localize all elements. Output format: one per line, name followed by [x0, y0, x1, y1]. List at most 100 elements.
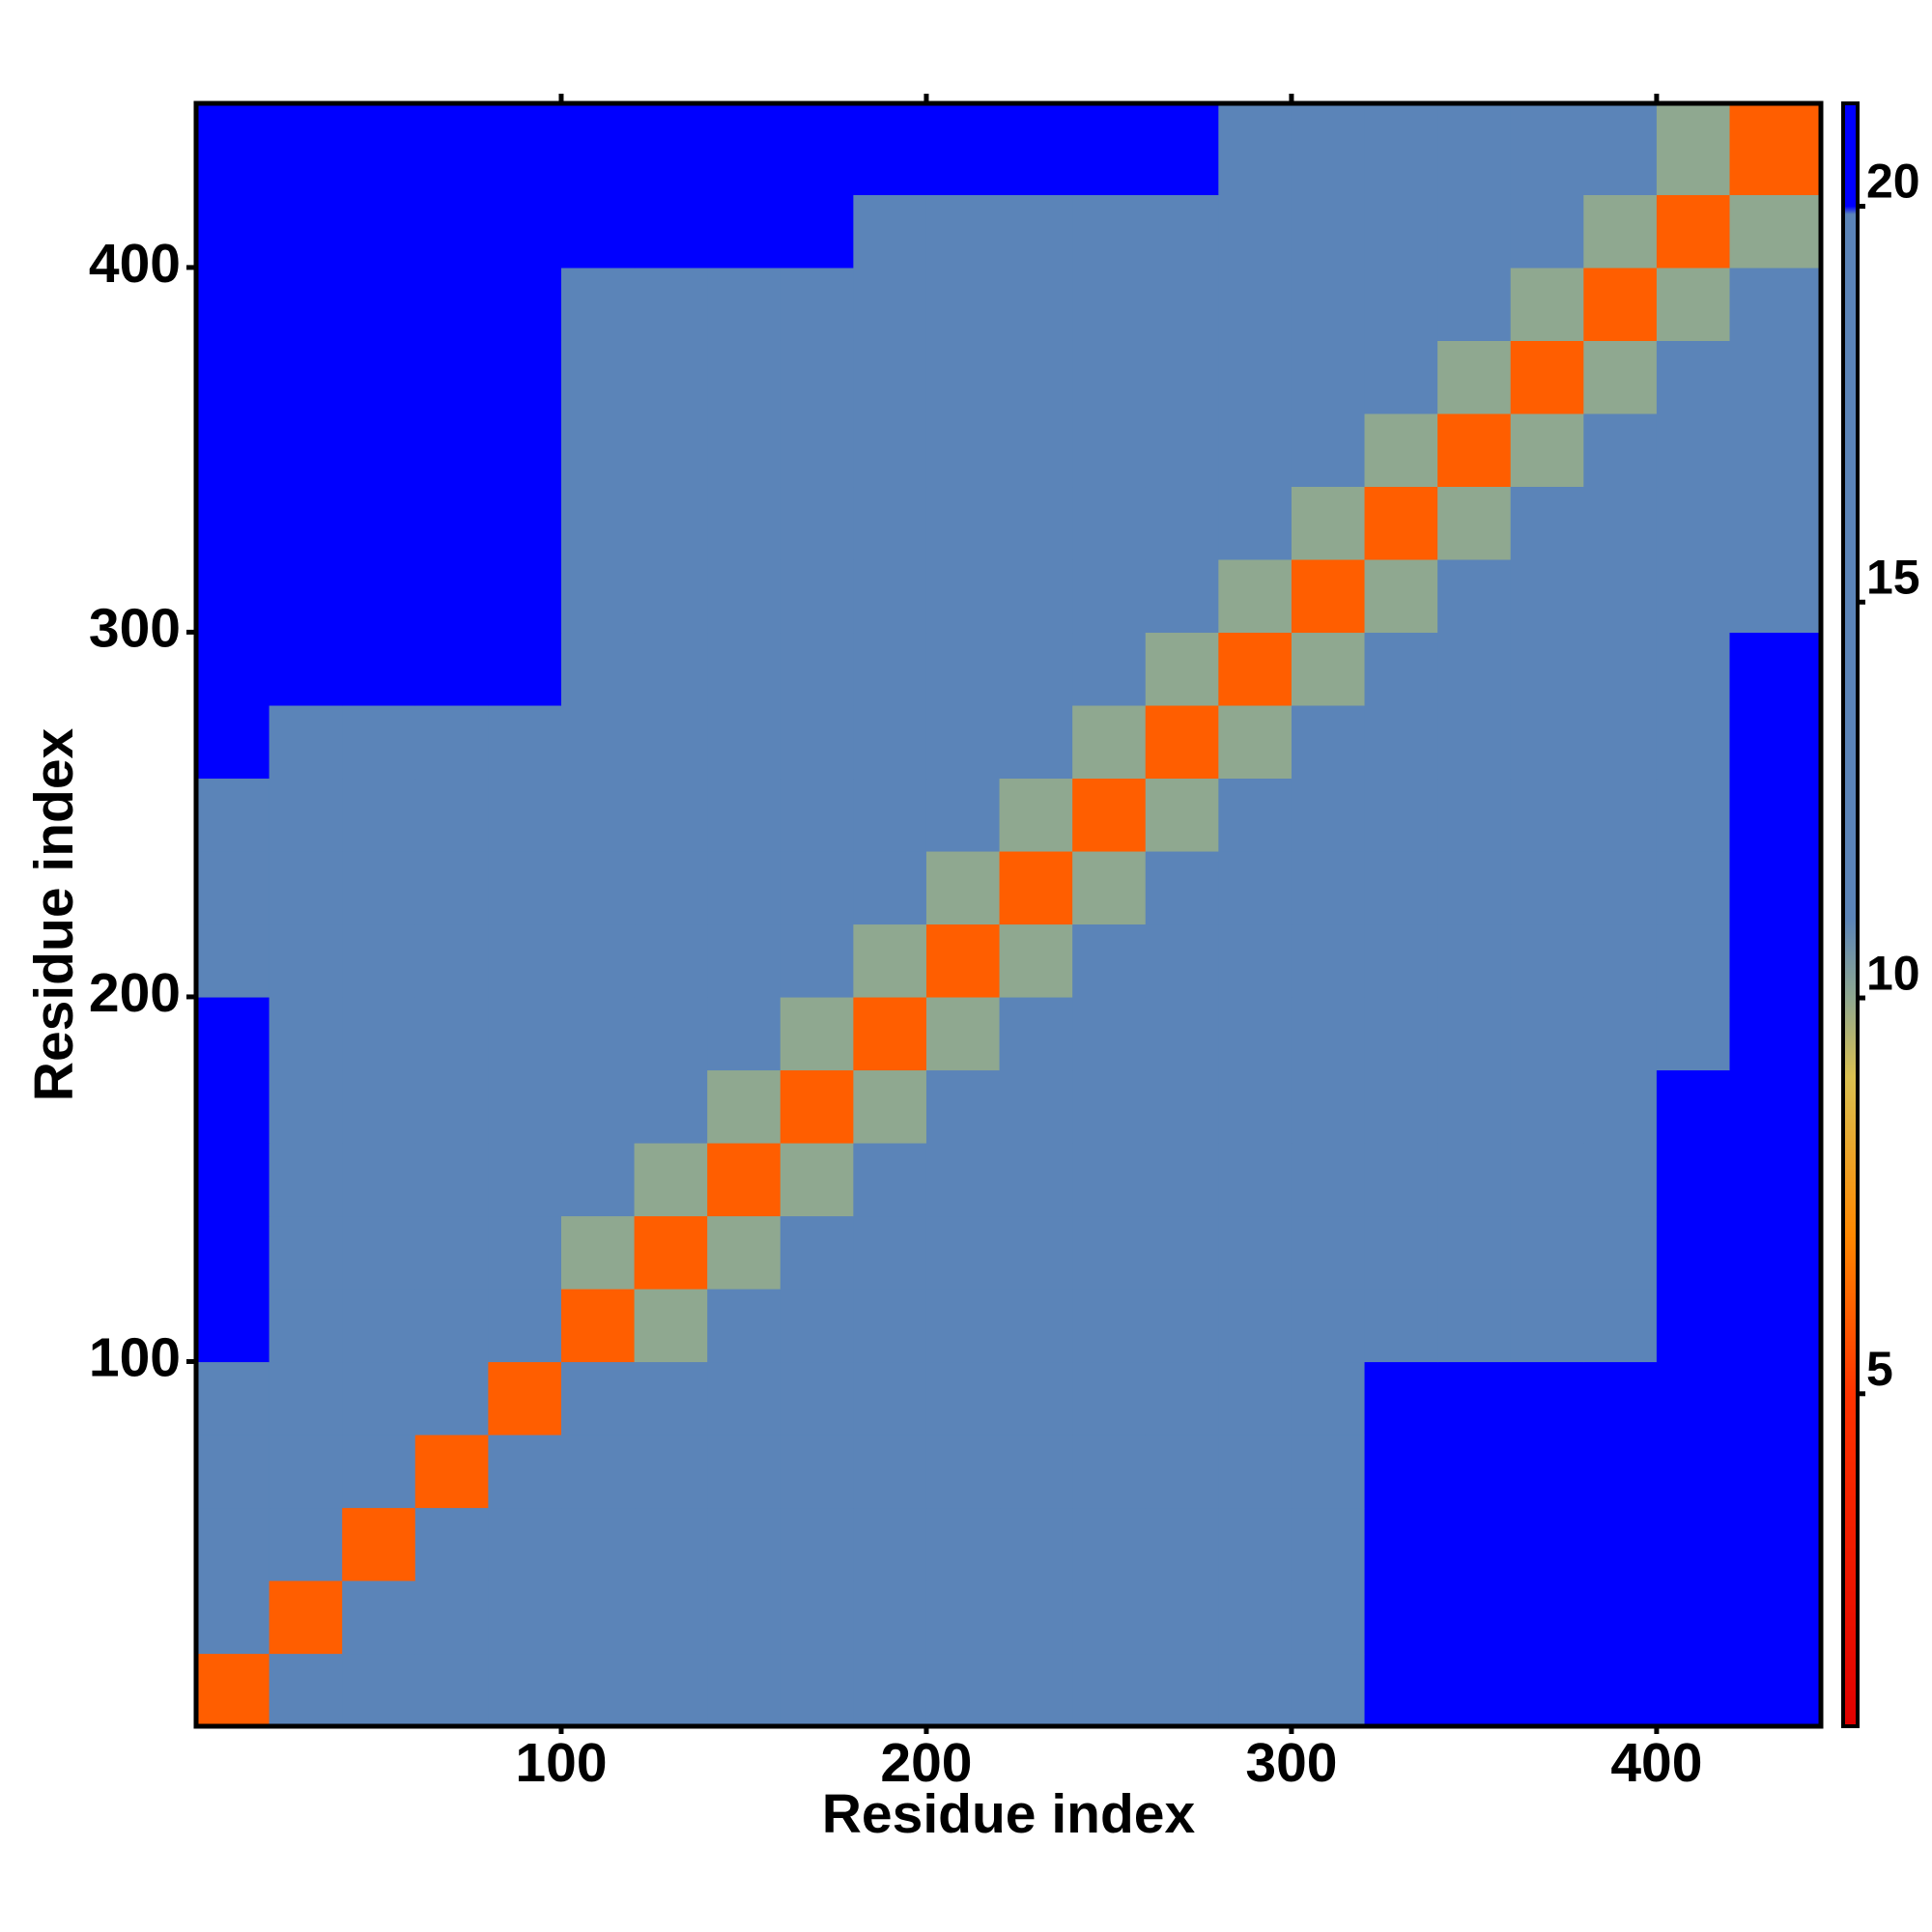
heatmap-cell	[560, 103, 636, 195]
heatmap-cell	[1583, 267, 1658, 341]
heatmap-cell	[999, 1215, 1073, 1290]
heatmap-cell	[1145, 1069, 1219, 1144]
heatmap-cell	[853, 1579, 927, 1655]
heatmap-cell	[1291, 267, 1366, 341]
heatmap-cell	[1437, 996, 1512, 1071]
heatmap-cell	[1729, 1069, 1822, 1144]
heatmap-cell	[1145, 1142, 1219, 1217]
heatmap-cell	[560, 632, 636, 706]
heatmap-cell	[1364, 1579, 1438, 1655]
heatmap-cell	[1364, 1653, 1438, 1727]
heatmap-cell	[925, 267, 1001, 341]
heatmap-cell	[1437, 267, 1512, 341]
heatmap-cell	[1656, 103, 1731, 195]
x-tick-label: 200	[880, 1732, 972, 1794]
heatmap-cell	[1437, 558, 1512, 634]
heatmap-cell	[634, 1579, 708, 1655]
heatmap-cell	[634, 923, 708, 998]
heatmap-cell	[1364, 1361, 1438, 1435]
heatmap-cell	[560, 194, 636, 269]
heatmap-cell	[707, 486, 781, 560]
heatmap-cell	[1218, 558, 1293, 634]
heatmap-cell	[634, 1507, 708, 1581]
heatmap-cell	[634, 778, 708, 852]
heatmap-cell	[560, 558, 636, 634]
heatmap-cell	[1364, 558, 1438, 634]
heatmap-cell	[925, 486, 1001, 560]
heatmap-cell	[1145, 996, 1219, 1071]
heatmap-cell	[999, 1142, 1073, 1217]
heatmap-cell	[196, 1434, 270, 1509]
heatmap-cell	[1291, 558, 1366, 634]
heatmap-cell	[196, 704, 270, 780]
heatmap-cell	[414, 1434, 489, 1509]
heatmap-cell	[1145, 267, 1219, 341]
heatmap-cell	[1510, 1142, 1584, 1217]
heatmap-cell	[1656, 1434, 1731, 1509]
heatmap-cell	[999, 1507, 1073, 1581]
heatmap-cell	[1437, 103, 1512, 195]
heatmap-cell	[780, 486, 854, 560]
heatmap-cell	[196, 778, 270, 852]
heatmap-cell	[1218, 1361, 1293, 1435]
heatmap-cell	[999, 1579, 1073, 1655]
heatmap-cell	[780, 1361, 854, 1435]
heatmap-cell	[1510, 850, 1584, 925]
heatmap-cell	[1729, 996, 1822, 1071]
heatmap-cell	[1072, 103, 1147, 195]
heatmap-cell	[196, 1507, 270, 1581]
colorbar-tick-label: 20	[1866, 155, 1920, 209]
heatmap-cell	[1145, 1215, 1219, 1290]
heatmap-cell	[925, 1579, 1001, 1655]
heatmap-cell	[853, 1215, 927, 1290]
heatmap-cell	[414, 558, 489, 634]
heatmap-cell	[1218, 850, 1293, 925]
heatmap-cell	[634, 850, 708, 925]
heatmap-cell	[780, 412, 854, 488]
heatmap-cell	[1437, 923, 1512, 998]
heatmap-cell	[1145, 850, 1219, 925]
heatmap-cell	[1145, 704, 1219, 780]
heatmap-cell	[1364, 1069, 1438, 1144]
heatmap-cell	[414, 1361, 489, 1435]
heatmap-cell	[1583, 340, 1658, 414]
heatmap	[196, 103, 1822, 1727]
heatmap-cell	[1364, 704, 1438, 780]
heatmap-cell	[1072, 778, 1147, 852]
heatmap-cell	[707, 412, 781, 488]
heatmap-cell	[414, 1653, 489, 1727]
heatmap-cell	[414, 996, 489, 1071]
heatmap-cell	[560, 996, 636, 1071]
heatmap-cell	[414, 1507, 489, 1581]
heatmap-cell	[560, 1434, 636, 1509]
heatmap-cell	[634, 996, 708, 1071]
heatmap-cell	[1437, 412, 1512, 488]
heatmap-cell	[342, 778, 416, 852]
heatmap-cell	[1656, 1288, 1731, 1363]
heatmap-cell	[780, 1434, 854, 1509]
heatmap-cell	[414, 1288, 489, 1363]
heatmap-cell	[1437, 850, 1512, 925]
heatmap-cell	[999, 340, 1073, 414]
heatmap-cell	[1218, 1434, 1293, 1509]
heatmap-cell	[1072, 704, 1147, 780]
heatmap-cell	[414, 103, 489, 195]
heatmap-cell	[707, 1361, 781, 1435]
heatmap-cell	[853, 340, 927, 414]
heatmap-cell	[853, 923, 927, 998]
heatmap-cell	[269, 340, 343, 414]
heatmap-cell	[1291, 1069, 1366, 1144]
heatmap-cell	[560, 1069, 636, 1144]
heatmap-cell	[1437, 1142, 1512, 1217]
plot-frame	[193, 100, 1824, 1729]
heatmap-cell	[342, 1069, 416, 1144]
heatmap-cell	[1364, 412, 1438, 488]
heatmap-cell	[560, 778, 636, 852]
heatmap-cell	[1145, 1434, 1219, 1509]
heatmap-cell	[1145, 412, 1219, 488]
heatmap-cell	[1364, 632, 1438, 706]
heatmap-cell	[634, 632, 708, 706]
heatmap-cell	[1729, 267, 1822, 341]
heatmap-cell	[1291, 1579, 1366, 1655]
heatmap-cell	[780, 1215, 854, 1290]
